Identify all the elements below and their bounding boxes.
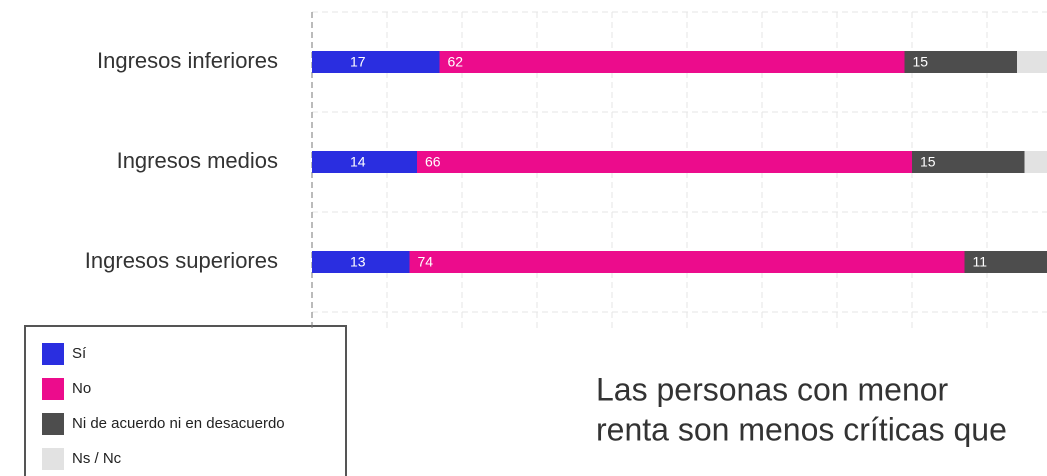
category-label: Ingresos medios [117, 148, 278, 173]
legend-label: Ns / Nc [72, 450, 122, 467]
value-label: 13 [350, 254, 366, 270]
legend-swatch [42, 378, 64, 400]
value-label: 74 [418, 254, 434, 270]
bar-segment [312, 51, 440, 73]
value-label: 11 [973, 254, 988, 270]
value-label: 66 [425, 154, 441, 170]
legend-box [24, 325, 347, 476]
category-label: Ingresos inferiores [97, 48, 278, 73]
bar-segment [1017, 51, 1047, 73]
bar-segment [904, 51, 1017, 73]
value-label: 15 [920, 154, 936, 170]
bar-segment [1024, 151, 1047, 173]
value-label: 15 [913, 54, 929, 70]
annotation: renta son menos críticas que [596, 411, 1007, 447]
value-label: 62 [448, 54, 464, 70]
bar-segment [912, 151, 1025, 173]
legend-swatch [42, 448, 64, 470]
category-label: Ingresos superiores [85, 248, 278, 273]
annotation: Las personas con menor [596, 371, 949, 407]
bar-segment [439, 51, 905, 73]
bar-segment [409, 251, 965, 273]
value-label: 14 [350, 154, 366, 170]
bar-segment [964, 251, 1047, 273]
legend-swatch [42, 343, 64, 365]
value-label: 17 [350, 54, 366, 70]
bar-segment [312, 251, 410, 273]
bar-segment [417, 151, 912, 173]
legend-swatch [42, 413, 64, 435]
legend-label: Sí [72, 345, 87, 362]
legend-label: Ni de acuerdo ni en desacuerdo [72, 415, 285, 432]
bar-segment [312, 151, 417, 173]
legend-label: No [72, 380, 91, 397]
